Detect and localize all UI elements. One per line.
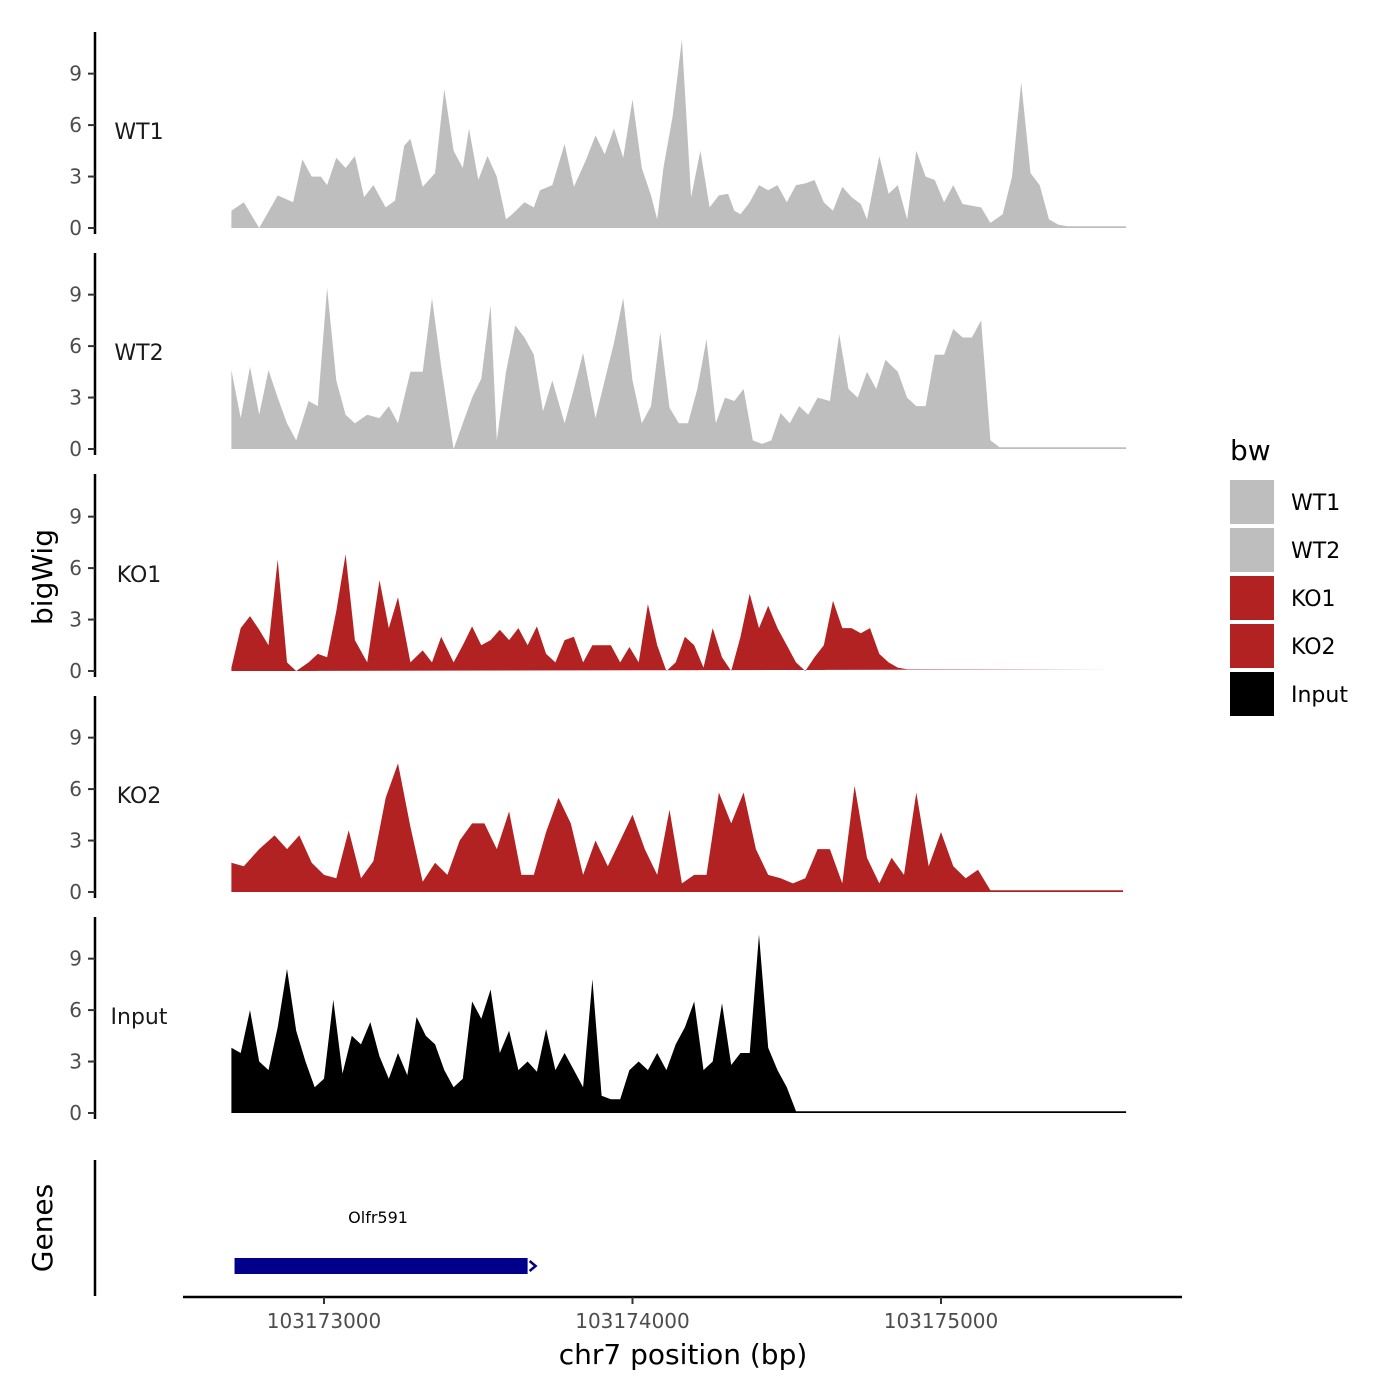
y-tick-label: 9 [69,726,82,750]
y-tick-label: 0 [69,659,82,683]
gene-label: Olfr591 [348,1208,408,1227]
track-ko2: 0 3 6 9 KO2 [69,696,1123,904]
x-tick-label: 103175000 [884,1309,999,1333]
y-tick-label: 9 [69,62,82,86]
track-label: Input [111,1005,168,1030]
track-input: 0 3 6 9 Input [69,917,1127,1125]
y-tick-label: 6 [69,998,82,1022]
y-tick-label: 0 [69,1101,82,1125]
track-ko1: 0 3 6 9 KO1 [69,474,1111,683]
track-wt1: 0 3 6 9 WT1 [69,32,1127,240]
y-tick-label: 3 [69,608,82,632]
tracks-group: 0 3 6 9 WT1 0 3 6 9 WT2 0 3 6 9 KO1 0 3 6 9 KO2 0 3 6 9 Input [69,32,1127,1125]
signal-area [231,763,1123,892]
legend-label: KO2 [1291,635,1336,660]
strand-arrow-icon [528,1260,538,1272]
legend-swatch [1230,672,1274,716]
x-tick-label: 103174000 [575,1309,690,1333]
signal-area [231,934,1127,1113]
genes-axis-title: Genes [26,1184,59,1272]
track-wt2: 0 3 6 9 WT2 [69,253,1127,461]
track-label: WT2 [114,341,163,366]
legend-label: Input [1291,683,1348,708]
legend: bw WT1 WT2 KO1 KO2 Input [1230,434,1348,716]
gene-body [234,1258,528,1274]
legend-title: bw [1230,434,1271,467]
y-tick-label: 3 [69,829,82,853]
legend-label: WT1 [1291,491,1340,516]
signal-area [231,39,1127,229]
y-tick-label: 0 [69,880,82,904]
y-tick-label: 6 [69,113,82,137]
signal-area [231,554,1111,671]
y-tick-label: 3 [69,1050,82,1074]
legend-label: KO1 [1291,587,1336,612]
legend-swatch [1230,528,1274,572]
y-tick-label: 0 [69,216,82,240]
legend-swatch [1230,576,1274,620]
track-label: KO2 [117,784,162,809]
track-label: KO1 [117,563,162,588]
y-tick-label: 9 [69,947,82,971]
x-tick-label: 103173000 [267,1309,382,1333]
y-axis-title: bigWig [26,529,59,625]
gene-track: Olfr591 [93,1160,538,1296]
gene: Olfr591 [234,1208,538,1274]
y-tick-label: 3 [69,165,82,189]
legend-swatch [1230,480,1274,524]
y-tick-label: 6 [69,334,82,358]
legend-label: WT2 [1291,539,1340,564]
signal-area [231,287,1127,449]
legend-swatch [1230,624,1274,668]
y-tick-label: 0 [69,437,82,461]
y-tick-label: 3 [69,386,82,410]
track-label: WT1 [114,120,163,145]
y-tick-label: 6 [69,777,82,801]
y-tick-label: 9 [69,505,82,529]
y-tick-label: 6 [69,556,82,580]
x-axis-title: chr7 position (bp) [559,1338,808,1371]
x-axis: 103173000 103174000 103175000 [183,1295,1182,1333]
y-tick-label: 9 [69,283,82,307]
